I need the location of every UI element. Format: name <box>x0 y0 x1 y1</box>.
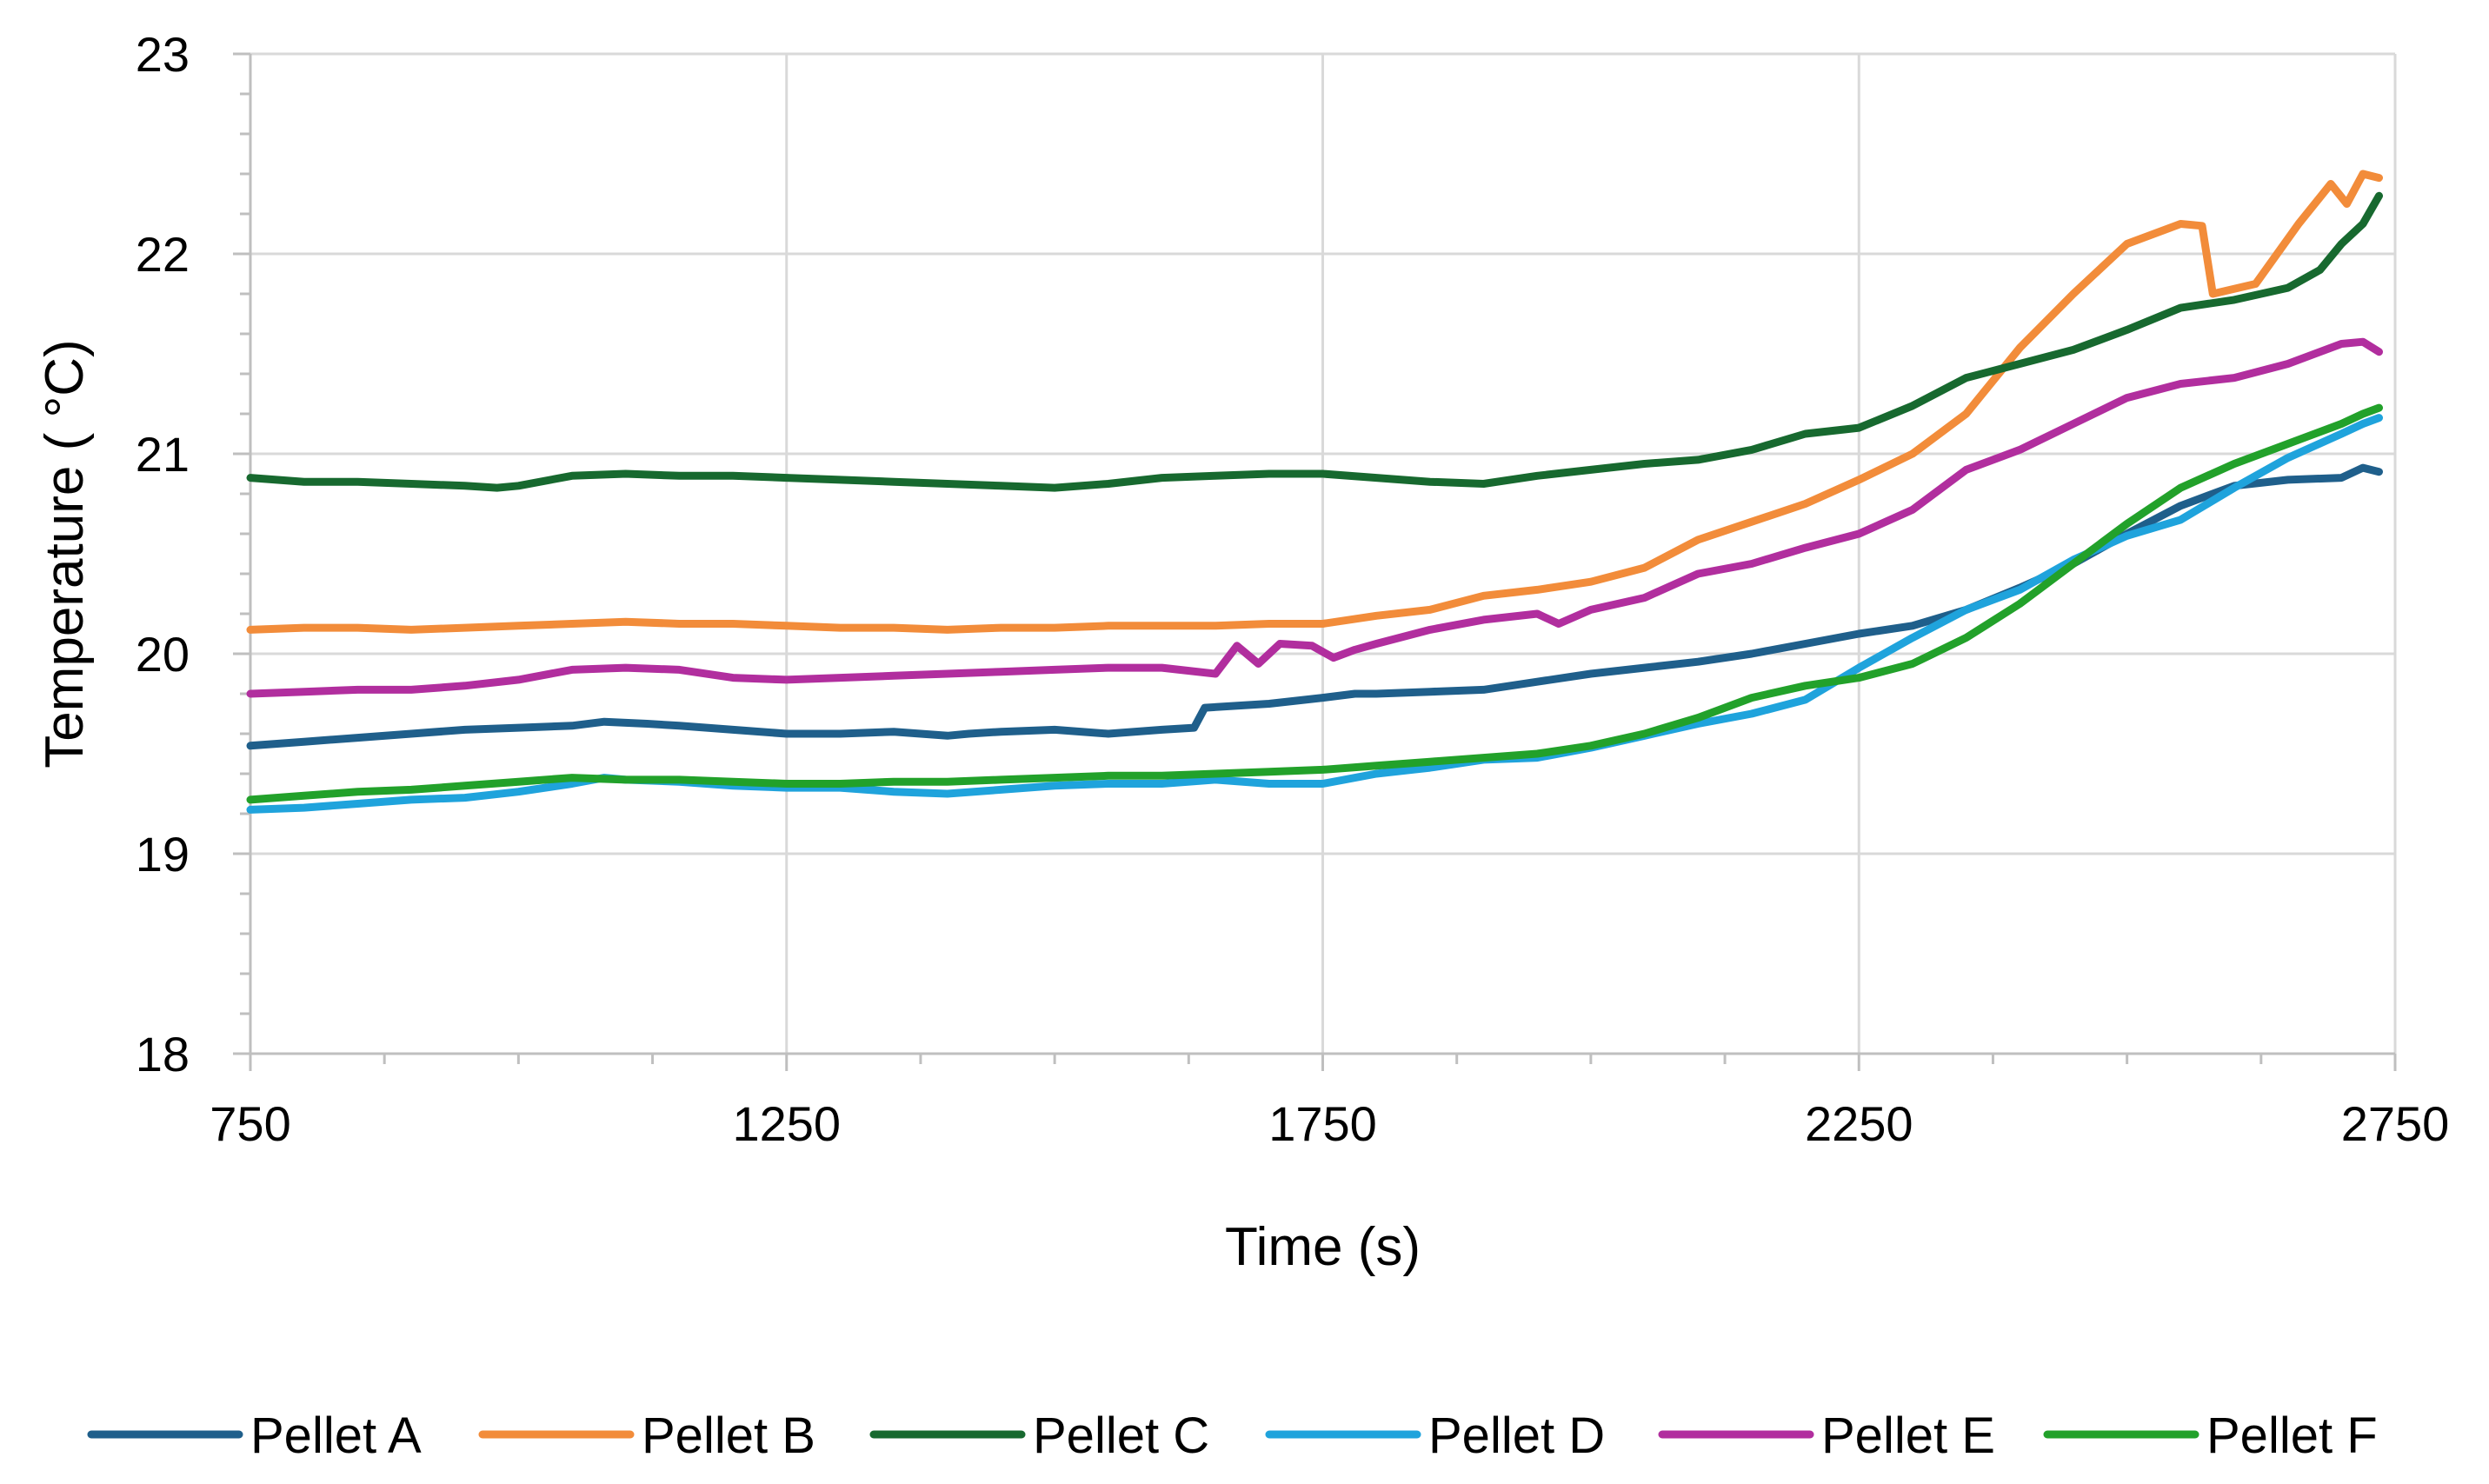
x-tick-label: 2250 <box>1805 1096 1913 1151</box>
legend-label-pellet-f: Pellet F <box>2206 1407 2378 1464</box>
y-tick-label: 19 <box>136 827 190 882</box>
series-lines <box>246 170 2383 814</box>
series-line-pellet-f <box>246 403 2383 804</box>
y-tick-label: 22 <box>136 227 190 282</box>
x-tick-label: 1750 <box>1268 1096 1377 1151</box>
x-axis-title: Time (s) <box>1225 1217 1421 1277</box>
x-tick-label: 2750 <box>2341 1096 2450 1151</box>
x-tick-label: 750 <box>210 1096 290 1151</box>
legend-label-pellet-c: Pellet C <box>1033 1407 1209 1464</box>
x-tick-label: 1250 <box>732 1096 841 1151</box>
series-line-pellet-e <box>246 337 2383 698</box>
y-tick-label: 20 <box>136 627 190 682</box>
series-line-pellet-c <box>246 191 2383 492</box>
y-tick-label: 23 <box>136 27 190 82</box>
y-tick-label: 21 <box>136 427 190 482</box>
y-tick-label: 18 <box>136 1027 190 1081</box>
legend-label-pellet-a: Pellet A <box>250 1407 422 1464</box>
legend-label-pellet-b: Pellet B <box>642 1407 815 1464</box>
legend-label-pellet-e: Pellet E <box>1821 1407 1995 1464</box>
legend-label-pellet-d: Pellet D <box>1428 1407 1605 1464</box>
legend: Pellet A Pellet B Pellet C Pellet D Pellet E… <box>87 1407 2378 1464</box>
y-axis-title: Temperature ( °C) <box>35 339 95 768</box>
axes <box>233 52 2397 1071</box>
tick-labels: 18 19 20 21 22 23 750 1250 1750 2250 2750 <box>136 27 2450 1151</box>
series-line-pellet-b <box>246 170 2383 634</box>
